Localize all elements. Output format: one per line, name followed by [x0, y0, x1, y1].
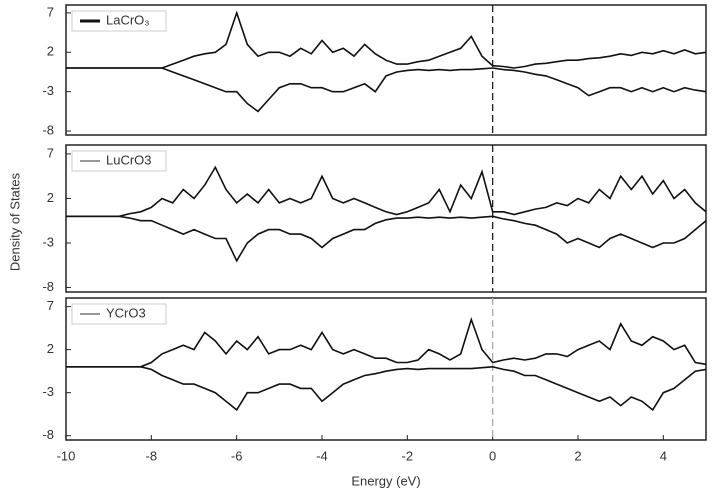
y-tick-label: -8 — [42, 122, 54, 137]
panel-frame — [65, 144, 707, 293]
legend-box — [71, 303, 167, 325]
y-axis-label: Density of States — [7, 172, 22, 271]
x-axis-label: Energy (eV) — [351, 473, 420, 488]
y-tick-label: 2 — [47, 341, 54, 356]
x-tick-label: -10 — [57, 448, 76, 463]
x-tick-label: 4 — [660, 448, 667, 463]
dos-line — [66, 67, 707, 113]
y-tick-label: 2 — [47, 44, 54, 59]
y-tick-label: -8 — [42, 427, 54, 442]
x-tick-label: -8 — [146, 448, 158, 463]
y-tick-label: -3 — [42, 83, 54, 98]
x-tick-label: -6 — [231, 448, 243, 463]
x-tick-label: 0 — [489, 448, 496, 463]
y-tick-label: 7 — [47, 298, 54, 313]
y-tick-label: -3 — [42, 234, 54, 249]
dos-line — [66, 10, 707, 69]
dos-line — [66, 165, 707, 218]
y-tick-label: -3 — [42, 384, 54, 399]
legend-label: YCrO3 — [106, 305, 146, 320]
legend-label: LuCrO3 — [106, 152, 152, 167]
dos-line — [66, 215, 707, 263]
legend-box — [71, 150, 167, 172]
x-tick-label: -2 — [402, 448, 414, 463]
dos-line — [66, 316, 707, 368]
legend-box — [71, 10, 167, 32]
y-tick-label: -8 — [42, 279, 54, 294]
y-tick-label: 7 — [47, 145, 54, 160]
x-tick-label: 2 — [574, 448, 581, 463]
panel-frame — [65, 297, 707, 441]
panel-frame — [65, 4, 707, 136]
y-tick-label: 2 — [47, 190, 54, 205]
legend-label: LaCrO₃ — [106, 12, 150, 27]
dos-line — [66, 365, 707, 412]
y-tick-label: 7 — [47, 4, 54, 19]
x-tick-label: -4 — [316, 448, 328, 463]
